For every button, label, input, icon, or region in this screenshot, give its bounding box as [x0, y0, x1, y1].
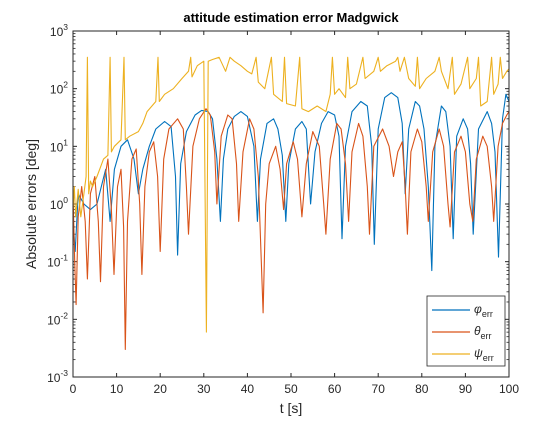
series-line-2: [73, 108, 509, 351]
y-tick-label: 101: [50, 137, 68, 154]
y-tick-label: 103: [50, 22, 68, 39]
x-tick-label: 70: [372, 382, 386, 396]
x-tick-label: 100: [499, 382, 519, 396]
x-tick-label: 40: [241, 382, 255, 396]
y-tick-label: 102: [50, 80, 68, 97]
y-tick-label: 10-1: [47, 253, 68, 270]
ticks: 0 10 20 30 40 50 60 70 80 90 100 10-3 10-2 10-1 100 101…: [47, 22, 519, 396]
legend-label: θerr: [474, 324, 492, 341]
chart-title: attitude estimation error Madgwick: [183, 10, 399, 25]
legend-label: ψerr: [474, 346, 494, 363]
x-tick-label: 20: [154, 382, 168, 396]
x-tick-label: 0: [70, 382, 77, 396]
axes-box: [72, 30, 510, 378]
x-tick-label: 10: [110, 382, 124, 396]
y-tick-label: 100: [50, 195, 68, 212]
x-axis-label: t [s]: [280, 400, 303, 416]
x-tick-label: 90: [459, 382, 473, 396]
legend-label: φerr: [474, 302, 493, 319]
x-tick-label: 50: [284, 382, 298, 396]
legend: φerr θerr ψerr: [426, 295, 506, 367]
y-axis-label: Absolute errors [deg]: [23, 139, 39, 269]
x-tick-label: 60: [328, 382, 342, 396]
series-lines: [73, 56, 509, 351]
y-tick-label: 10-2: [47, 310, 68, 327]
y-tick-label: 10-3: [47, 368, 68, 385]
series-line-3: [73, 56, 509, 333]
x-tick-label: 80: [415, 382, 429, 396]
x-tick-label: 30: [197, 382, 211, 396]
series-line-1: [73, 92, 509, 272]
